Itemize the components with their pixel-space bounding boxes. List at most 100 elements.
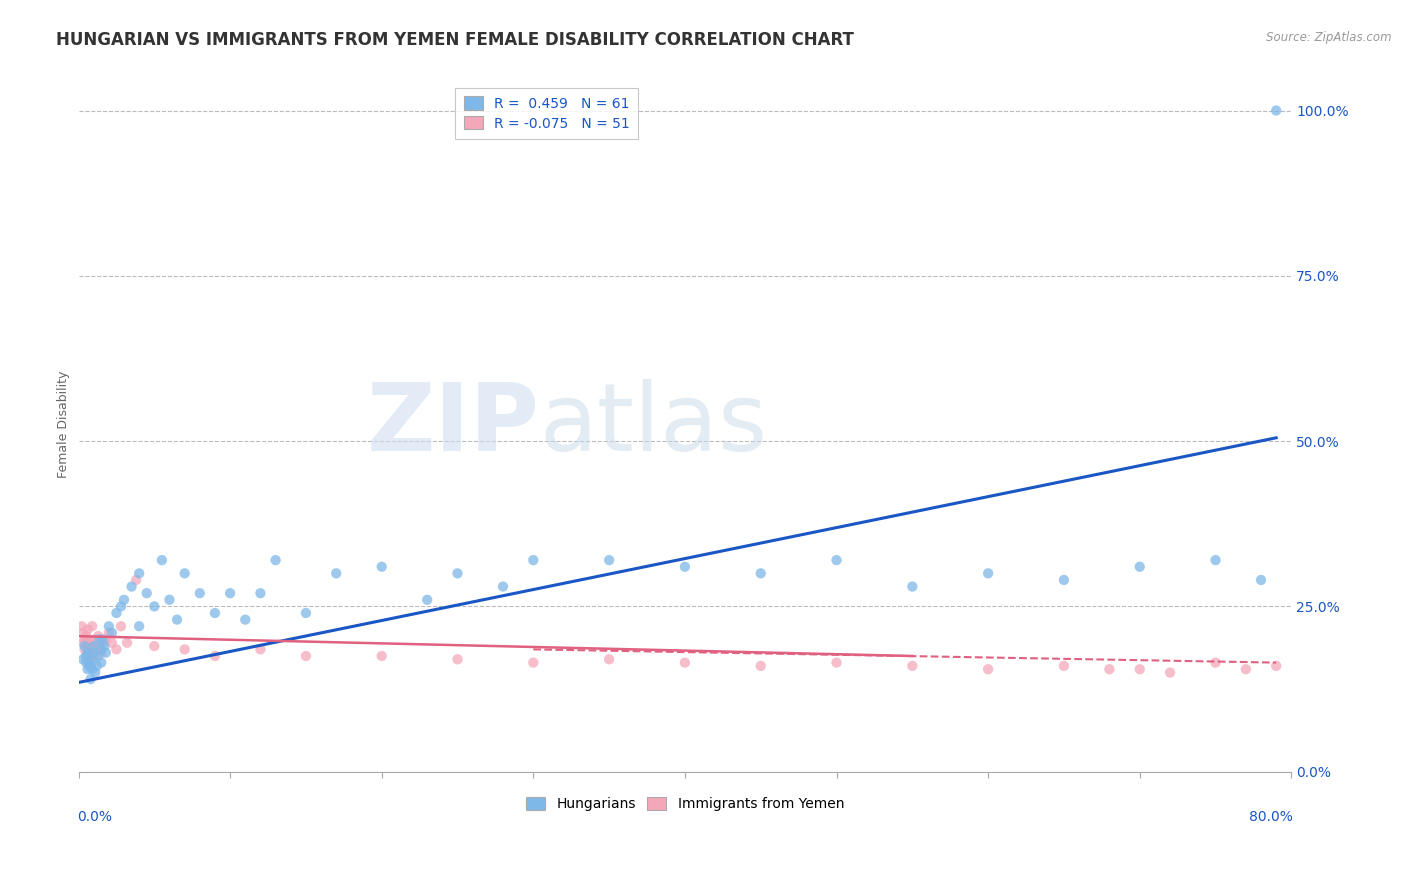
- Point: [110, 619, 132, 633]
- Point: [598, 553, 620, 567]
- Point: [72, 652, 94, 666]
- Point: [76, 623, 98, 637]
- Point: [1129, 559, 1152, 574]
- Text: Source: ZipAtlas.com: Source: ZipAtlas.com: [1267, 31, 1392, 45]
- Point: [77, 632, 100, 647]
- Point: [83, 646, 105, 660]
- Point: [295, 606, 318, 620]
- Text: 80.0%: 80.0%: [1249, 810, 1292, 824]
- Point: [173, 642, 195, 657]
- Point: [446, 652, 468, 666]
- Legend: Hungarians, Immigrants from Yemen: Hungarians, Immigrants from Yemen: [520, 791, 849, 817]
- Point: [70, 619, 93, 633]
- Point: [219, 586, 242, 600]
- Point: [1129, 662, 1152, 676]
- Point: [90, 646, 112, 660]
- Point: [101, 636, 124, 650]
- Point: [1053, 659, 1076, 673]
- Point: [522, 553, 544, 567]
- Point: [977, 566, 1000, 581]
- Point: [673, 559, 696, 574]
- Point: [73, 632, 96, 647]
- Point: [89, 632, 111, 647]
- Point: [128, 619, 150, 633]
- Point: [1159, 665, 1181, 680]
- Point: [1053, 573, 1076, 587]
- Point: [825, 656, 848, 670]
- Point: [1205, 553, 1227, 567]
- Point: [446, 566, 468, 581]
- Point: [1250, 573, 1272, 587]
- Point: [97, 619, 120, 633]
- Point: [370, 648, 392, 663]
- Point: [84, 665, 107, 680]
- Point: [673, 656, 696, 670]
- Point: [1265, 103, 1288, 118]
- Point: [825, 553, 848, 567]
- Point: [1265, 659, 1288, 673]
- Point: [94, 632, 117, 647]
- Point: [76, 639, 98, 653]
- Point: [901, 580, 924, 594]
- Point: [105, 606, 128, 620]
- Point: [90, 656, 112, 670]
- Point: [115, 636, 138, 650]
- Point: [112, 592, 135, 607]
- Point: [86, 659, 108, 673]
- Point: [79, 659, 101, 673]
- Point: [72, 636, 94, 650]
- Point: [143, 599, 166, 614]
- Point: [90, 642, 112, 657]
- Point: [82, 652, 104, 666]
- Point: [370, 559, 392, 574]
- Point: [77, 659, 100, 673]
- Point: [84, 632, 107, 647]
- Point: [749, 566, 772, 581]
- Point: [75, 648, 97, 663]
- Point: [150, 553, 173, 567]
- Point: [598, 652, 620, 666]
- Point: [76, 662, 98, 676]
- Point: [492, 580, 515, 594]
- Point: [105, 642, 128, 657]
- Point: [77, 646, 100, 660]
- Point: [416, 592, 439, 607]
- Point: [1205, 656, 1227, 670]
- Text: HUNGARIAN VS IMMIGRANTS FROM YEMEN FEMALE DISABILITY CORRELATION CHART: HUNGARIAN VS IMMIGRANTS FROM YEMEN FEMAL…: [56, 31, 853, 49]
- Point: [125, 573, 148, 587]
- Y-axis label: Female Disability: Female Disability: [58, 371, 70, 478]
- Point: [901, 659, 924, 673]
- Point: [79, 636, 101, 650]
- Point: [94, 646, 117, 660]
- Point: [91, 632, 114, 647]
- Point: [295, 648, 318, 663]
- Point: [82, 642, 104, 657]
- Point: [86, 642, 108, 657]
- Point: [101, 625, 124, 640]
- Point: [249, 642, 271, 657]
- Point: [87, 648, 110, 663]
- Point: [79, 672, 101, 686]
- Point: [75, 656, 97, 670]
- Point: [82, 619, 104, 633]
- Point: [93, 639, 115, 653]
- Point: [83, 639, 105, 653]
- Point: [75, 629, 97, 643]
- Point: [1234, 662, 1257, 676]
- Point: [73, 642, 96, 657]
- Point: [75, 648, 97, 663]
- Point: [110, 599, 132, 614]
- Point: [249, 586, 271, 600]
- Point: [159, 592, 181, 607]
- Point: [121, 580, 143, 594]
- Point: [76, 646, 98, 660]
- Point: [325, 566, 347, 581]
- Point: [977, 662, 1000, 676]
- Point: [91, 636, 114, 650]
- Point: [73, 639, 96, 653]
- Point: [83, 639, 105, 653]
- Point: [89, 639, 111, 653]
- Point: [97, 625, 120, 640]
- Point: [82, 662, 104, 676]
- Point: [204, 648, 226, 663]
